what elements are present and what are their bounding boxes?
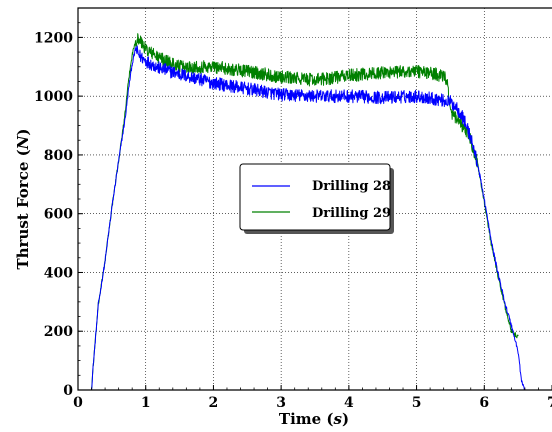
legend-box [239, 163, 391, 231]
y-axis-unit: N [14, 134, 32, 150]
y-tick-label: 1200 [34, 30, 73, 46]
x-tick-label: 2 [209, 395, 219, 411]
axes-border [77, 7, 552, 391]
x-axis-title: Time (s) [279, 410, 349, 428]
y-tick-label: 400 [44, 265, 73, 281]
y-tick-labels: 0 200 400 600 800 1000 1200 [34, 30, 73, 399]
x-tick-label: 3 [276, 395, 286, 411]
y-tick-label: 0 [63, 383, 73, 399]
x-tick-label: 7 [547, 395, 552, 411]
legend-label-drilling-29: Drilling 29 [312, 206, 391, 221]
legend-label-drilling-28: Drilling 28 [312, 179, 391, 194]
y-axis-title-text: Thrust Force [14, 162, 32, 270]
x-axis-unit: s [334, 410, 343, 428]
y-tick-label: 600 [44, 207, 73, 223]
series-line [78, 45, 552, 390]
y-tick-label: 800 [44, 148, 73, 164]
x-tick-labels: 0 1 2 3 4 5 6 7 [73, 395, 552, 411]
series-layer [78, 33, 552, 390]
x-tick-label: 6 [479, 395, 489, 411]
y-tick-label: 200 [44, 324, 73, 340]
y-axis-title: Thrust Force (N) [14, 128, 32, 269]
x-tick-label: 0 [73, 395, 83, 411]
y-tick-label: 1000 [34, 89, 73, 105]
legend: Drilling 28 Drilling 29 [239, 163, 394, 234]
x-tick-label: 4 [344, 395, 354, 411]
x-tick-label: 5 [412, 395, 422, 411]
axes-frame [77, 7, 552, 391]
series-line [78, 33, 519, 390]
x-tick-label: 1 [141, 395, 151, 411]
x-axis-title-text: Time [279, 410, 321, 428]
